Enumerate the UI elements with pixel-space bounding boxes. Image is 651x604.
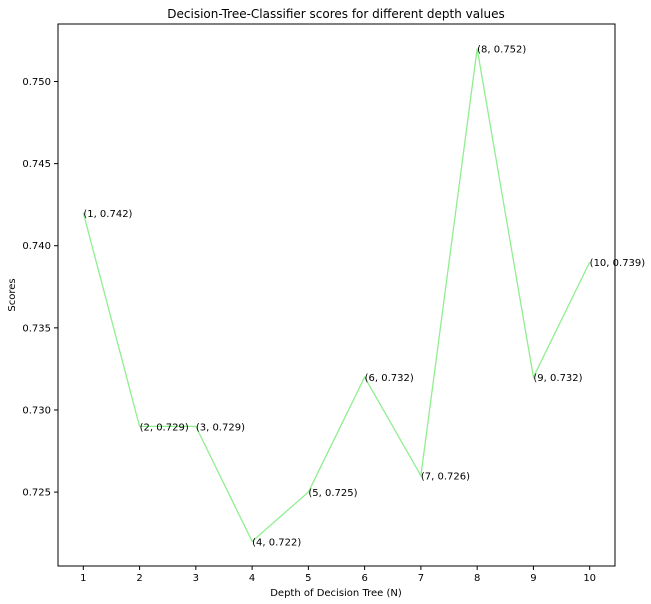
x-tick-label: 4 xyxy=(249,573,255,584)
x-axis-label: Depth of Decision Tree (N) xyxy=(270,588,402,599)
x-tick-label: 1 xyxy=(80,573,86,584)
x-axis: 1 2 3 4 5 6 7 8 9 10 xyxy=(80,566,596,584)
y-tick-label: 0.740 xyxy=(22,241,51,252)
point-label: (10, 0.739) xyxy=(590,258,646,269)
plot-area xyxy=(57,23,616,567)
x-tick-label: 6 xyxy=(361,573,367,584)
y-tick-label: 0.750 xyxy=(22,77,51,88)
point-label: (2, 0.729) xyxy=(140,422,189,433)
point-label: (5, 0.725) xyxy=(308,488,357,499)
x-tick-label: 9 xyxy=(530,573,536,584)
point-label: (6, 0.732) xyxy=(365,373,414,384)
y-tick-label: 0.735 xyxy=(22,323,51,334)
y-tick-label: 0.725 xyxy=(22,488,51,499)
point-labels: (1, 0.742) (2, 0.729) (3, 0.729) (4, 0.722)… xyxy=(83,45,645,549)
point-label: (4, 0.722) xyxy=(252,537,301,548)
point-label: (1, 0.742) xyxy=(83,209,132,220)
x-tick-label: 8 xyxy=(474,573,480,584)
y-axis: 0.725 0.730 0.735 0.740 0.745 0.750 xyxy=(22,77,58,499)
series-line xyxy=(82,48,591,543)
y-axis-label: Scores xyxy=(7,278,18,311)
point-label: (3, 0.729) xyxy=(196,422,245,433)
x-tick-label: 5 xyxy=(305,573,311,584)
point-label: (7, 0.726) xyxy=(421,472,470,483)
y-tick-label: 0.730 xyxy=(22,405,51,416)
point-label: (8, 0.752) xyxy=(477,45,526,56)
point-label: (9, 0.732) xyxy=(533,373,582,384)
x-tick-label: 7 xyxy=(418,573,424,584)
x-tick-label: 2 xyxy=(136,573,142,584)
x-tick-label: 10 xyxy=(583,573,596,584)
y-tick-label: 0.745 xyxy=(22,159,51,170)
x-tick-label: 3 xyxy=(193,573,199,584)
chart-title: Decision-Tree-Classifier scores for diff… xyxy=(167,7,504,21)
